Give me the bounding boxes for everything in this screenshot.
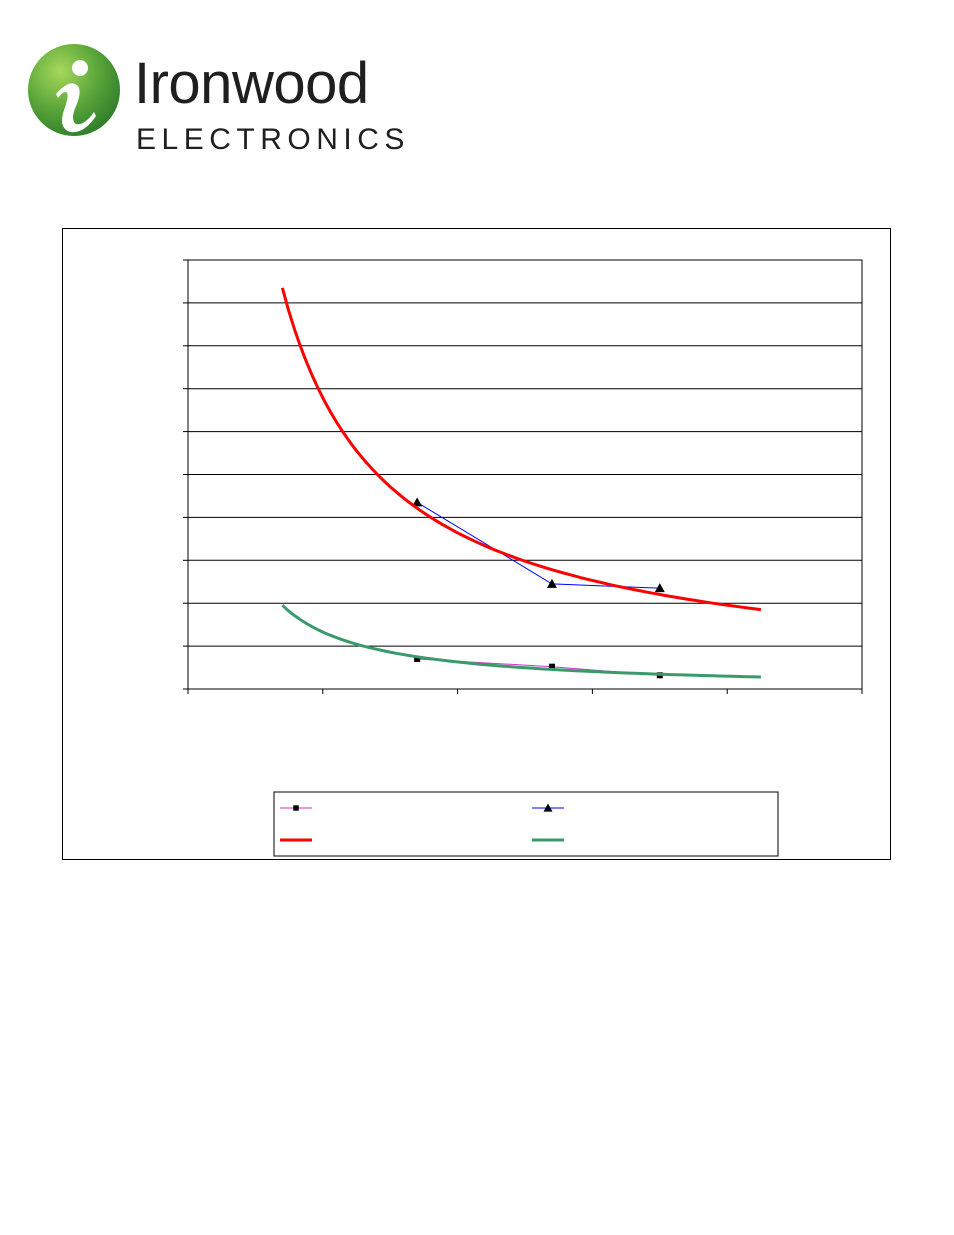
- chart-frame: [62, 228, 891, 860]
- axes: [183, 259, 863, 694]
- data-point-s1: [548, 663, 555, 670]
- data-point-s2: [412, 497, 423, 507]
- legend-marker-s1: [293, 805, 299, 811]
- logo-wordmark: Ironwood: [134, 51, 369, 116]
- logo-badge-dot: [72, 60, 88, 76]
- legend: [273, 791, 779, 857]
- data-point-s1: [414, 655, 421, 662]
- series-line-fit2: [281, 604, 761, 679]
- gridlines: [187, 259, 863, 690]
- series-line-fit1: [280, 287, 762, 612]
- logo-badge-icon: [28, 44, 120, 136]
- logo-subtitle: ELECTRONICS: [136, 123, 410, 156]
- logo-badge-letter-i: [56, 83, 96, 133]
- data-point-s2: [654, 583, 665, 593]
- legend-marker-s2: [543, 803, 553, 812]
- legend-box: [273, 791, 779, 857]
- series: [280, 287, 762, 679]
- data-point-s2: [546, 578, 557, 588]
- series-line-s2: [416, 501, 660, 589]
- ironwood-logo: Ironwood ELECTRONICS: [26, 40, 406, 160]
